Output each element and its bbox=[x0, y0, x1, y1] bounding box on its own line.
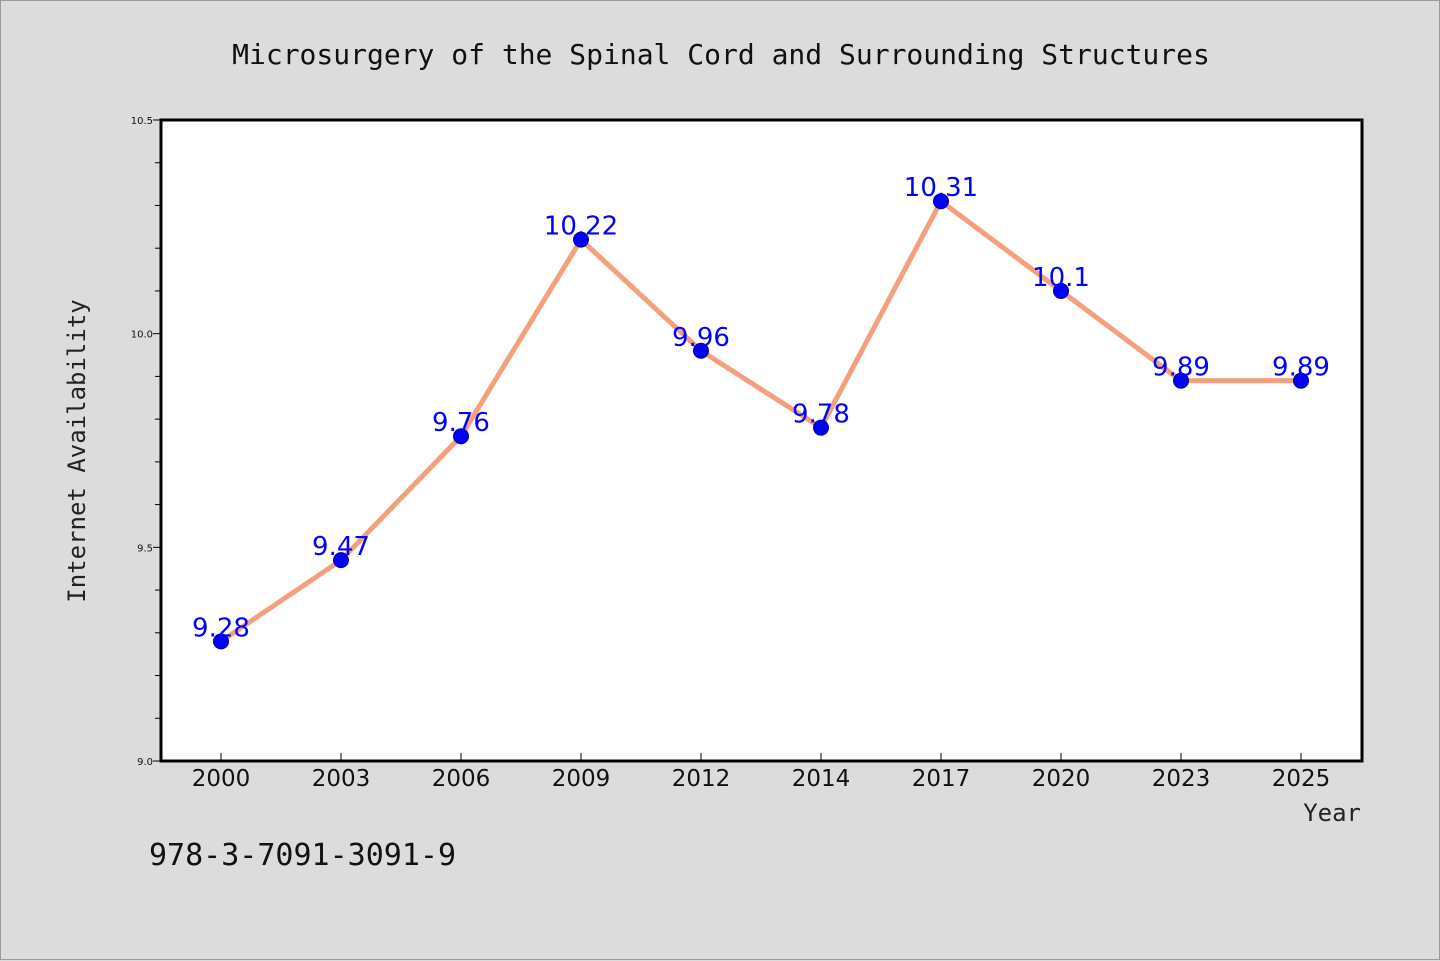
isbn-code: 978-3-7091-3091-9 bbox=[149, 838, 456, 873]
data-point bbox=[1173, 372, 1189, 389]
y-axis-label: Internet Availability bbox=[63, 299, 91, 602]
chart-title: Microsurgery of the Spinal Cord and Surr… bbox=[232, 38, 1210, 71]
x-tick-label: 2020 bbox=[1032, 766, 1091, 792]
x-tick-label: 2000 bbox=[192, 766, 251, 792]
x-tick-label: 2023 bbox=[1152, 766, 1211, 792]
x-tick-label: 2025 bbox=[1272, 766, 1331, 792]
x-axis-ticks: 2000 2003 2006 2009 2012 2014 2017 2020 2023 2025 bbox=[192, 753, 1331, 792]
data-point bbox=[1053, 282, 1069, 299]
series-line bbox=[219, 198, 1301, 644]
data-markers bbox=[213, 193, 1309, 650]
y-tick-label: 10.0 bbox=[131, 330, 153, 341]
x-tick-label: 2006 bbox=[432, 766, 491, 792]
data-label: 10.22 bbox=[544, 212, 618, 242]
data-label: 9.78 bbox=[792, 400, 850, 430]
data-label: 9.28 bbox=[192, 613, 250, 643]
data-label: 9.47 bbox=[312, 532, 370, 562]
data-point bbox=[933, 193, 949, 210]
data-label: 9.76 bbox=[432, 408, 490, 438]
data-point bbox=[213, 633, 229, 650]
x-tick-label: 2017 bbox=[912, 766, 971, 792]
y-tick-label: 9.5 bbox=[137, 543, 153, 554]
data-label: 10.31 bbox=[904, 173, 978, 203]
data-point bbox=[1293, 372, 1309, 389]
y-tick-label: 9.0 bbox=[137, 757, 153, 768]
data-label: 10.1 bbox=[1032, 263, 1090, 293]
x-tick-label: 2014 bbox=[792, 766, 851, 792]
x-tick-label: 2012 bbox=[672, 766, 731, 792]
data-label: 9.96 bbox=[672, 323, 730, 353]
data-point bbox=[333, 552, 349, 569]
data-point bbox=[693, 342, 709, 359]
data-point bbox=[453, 428, 469, 445]
data-label: 9.89 bbox=[1152, 353, 1210, 383]
data-point bbox=[573, 231, 589, 248]
plot-frame bbox=[159, 118, 1364, 763]
x-tick-label: 2009 bbox=[552, 766, 611, 792]
y-axis-ticks: 9.0 9.5 10.0 10.5 bbox=[131, 116, 161, 768]
data-label: 9.89 bbox=[1272, 353, 1330, 383]
y-tick-label: 10.5 bbox=[131, 116, 153, 127]
data-labels: 9.28 9.47 9.76 10.22 9.96 9.78 10.31 10.1 9.89 9.… bbox=[192, 173, 1330, 643]
data-point bbox=[813, 419, 829, 436]
plot-area bbox=[161, 120, 1362, 761]
x-tick-label: 2003 bbox=[312, 766, 371, 792]
x-axis-label: Year bbox=[1303, 799, 1361, 827]
